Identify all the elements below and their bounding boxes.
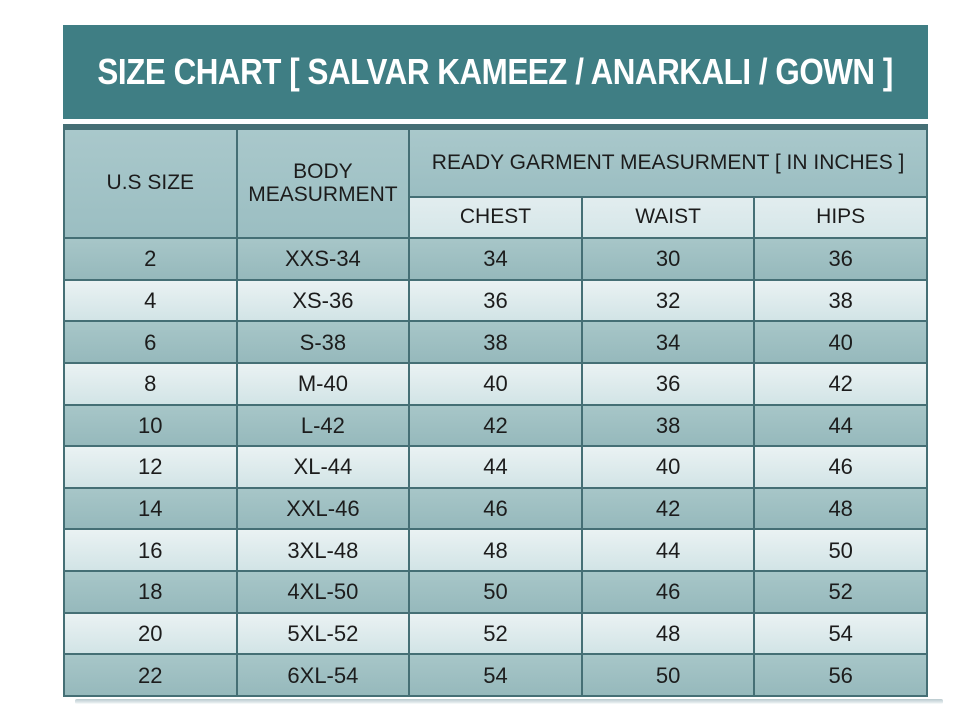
body-size-cell: XXL-46 bbox=[235, 486, 411, 531]
col-header-waist: WAIST bbox=[580, 196, 756, 239]
col-header-hips: HIPS bbox=[753, 196, 928, 239]
hips-cell: 36 bbox=[753, 237, 928, 281]
hips-cell: 38 bbox=[753, 278, 928, 323]
chest-cell: 48 bbox=[408, 528, 583, 572]
body-size-cell: 4XL-50 bbox=[235, 570, 411, 614]
body-size-cell: M-40 bbox=[235, 361, 411, 406]
table-shadow bbox=[75, 699, 943, 704]
body-size-cell: L-42 bbox=[235, 403, 411, 448]
hips-cell: 42 bbox=[753, 361, 928, 406]
waist-cell: 46 bbox=[580, 570, 756, 614]
body-size-cell: XXS-34 bbox=[235, 237, 411, 281]
us-size-cell: 18 bbox=[63, 570, 238, 614]
table-row: 14 XXL-46 46 42 48 bbox=[63, 486, 928, 531]
chest-cell: 46 bbox=[408, 486, 583, 531]
waist-cell: 34 bbox=[580, 320, 756, 364]
col-header-chest: CHEST bbox=[408, 196, 583, 239]
waist-cell: 48 bbox=[580, 611, 756, 656]
size-chart-table: U.S SIZE BODY MEASURMENT READY GARMENT M… bbox=[63, 124, 928, 697]
header-row-sub: CHEST WAIST HIPS bbox=[64, 196, 928, 239]
waist-cell: 44 bbox=[580, 528, 756, 572]
chest-cell: 54 bbox=[408, 653, 583, 697]
table-row: 22 6XL-54 54 50 56 bbox=[63, 653, 928, 697]
hips-cell: 50 bbox=[753, 528, 928, 572]
us-size-cell: 20 bbox=[63, 611, 238, 656]
us-size-cell: 14 bbox=[63, 486, 238, 531]
hips-cell: 52 bbox=[753, 570, 928, 614]
body-size-cell: XS-36 bbox=[235, 278, 411, 323]
us-size-cell: 4 bbox=[63, 278, 238, 323]
table-row: 6 S-38 38 34 40 bbox=[63, 320, 928, 364]
us-size-cell: 22 bbox=[63, 653, 238, 697]
chest-cell: 44 bbox=[408, 445, 583, 489]
table-row: 18 4XL-50 50 46 52 bbox=[63, 570, 928, 614]
waist-cell: 50 bbox=[580, 653, 756, 697]
col-header-ready-garment: READY GARMENT MEASURMENT [ IN INCHES ] bbox=[408, 126, 928, 198]
chest-cell: 34 bbox=[408, 237, 583, 281]
hips-cell: 54 bbox=[753, 611, 928, 656]
table-header: U.S SIZE BODY MEASURMENT READY GARMENT M… bbox=[63, 126, 928, 239]
waist-cell: 30 bbox=[580, 237, 756, 281]
body-size-cell: XL-44 bbox=[235, 445, 411, 489]
table-row: 20 5XL-52 52 48 54 bbox=[63, 611, 928, 656]
title-banner: SIZE CHART [ SALVAR KAMEEZ / ANARKALI / … bbox=[63, 25, 928, 119]
chest-cell: 36 bbox=[408, 278, 583, 323]
waist-cell: 32 bbox=[580, 278, 756, 323]
table-row: 12 XL-44 44 40 46 bbox=[63, 445, 928, 489]
chest-cell: 52 bbox=[408, 611, 583, 656]
hips-cell: 46 bbox=[753, 445, 928, 489]
us-size-cell: 12 bbox=[63, 445, 238, 489]
hips-cell: 40 bbox=[753, 320, 928, 364]
table-row: 4 XS-36 36 32 38 bbox=[63, 278, 928, 323]
hips-cell: 56 bbox=[753, 653, 928, 697]
table-body: 2 XXS-34 34 30 36 4 XS-36 36 32 38 6 S-3… bbox=[63, 237, 928, 697]
hips-cell: 48 bbox=[753, 486, 928, 531]
page-title: SIZE CHART [ SALVAR KAMEEZ / ANARKALI / … bbox=[97, 51, 894, 92]
body-size-cell: 5XL-52 bbox=[235, 611, 411, 656]
us-size-cell: 10 bbox=[63, 403, 238, 448]
chest-cell: 38 bbox=[408, 320, 583, 364]
header-row-top: U.S SIZE BODY MEASURMENT READY GARMENT M… bbox=[63, 126, 928, 239]
us-size-cell: 6 bbox=[63, 320, 238, 364]
us-size-cell: 8 bbox=[63, 361, 238, 406]
table-row: 16 3XL-48 48 44 50 bbox=[63, 528, 928, 572]
waist-cell: 38 bbox=[580, 403, 756, 448]
body-size-cell: S-38 bbox=[235, 320, 411, 364]
body-size-cell: 6XL-54 bbox=[235, 653, 411, 697]
table-row: 10 L-42 42 38 44 bbox=[63, 403, 928, 448]
chest-cell: 40 bbox=[408, 361, 583, 406]
chest-cell: 50 bbox=[408, 570, 583, 614]
table-row: 8 M-40 40 36 42 bbox=[63, 361, 928, 406]
us-size-cell: 16 bbox=[63, 528, 238, 572]
chest-cell: 42 bbox=[408, 403, 583, 448]
table-row: 2 XXS-34 34 30 36 bbox=[63, 237, 928, 281]
waist-cell: 40 bbox=[580, 445, 756, 489]
us-size-cell: 2 bbox=[63, 237, 238, 281]
col-header-body-measurment: BODY MEASURMENT bbox=[235, 126, 411, 239]
size-chart-table-container: U.S SIZE BODY MEASURMENT READY GARMENT M… bbox=[63, 124, 928, 697]
hips-cell: 44 bbox=[753, 403, 928, 448]
col-header-us-size: U.S SIZE bbox=[63, 126, 238, 239]
waist-cell: 42 bbox=[580, 486, 756, 531]
body-size-cell: 3XL-48 bbox=[235, 528, 411, 572]
waist-cell: 36 bbox=[580, 361, 756, 406]
